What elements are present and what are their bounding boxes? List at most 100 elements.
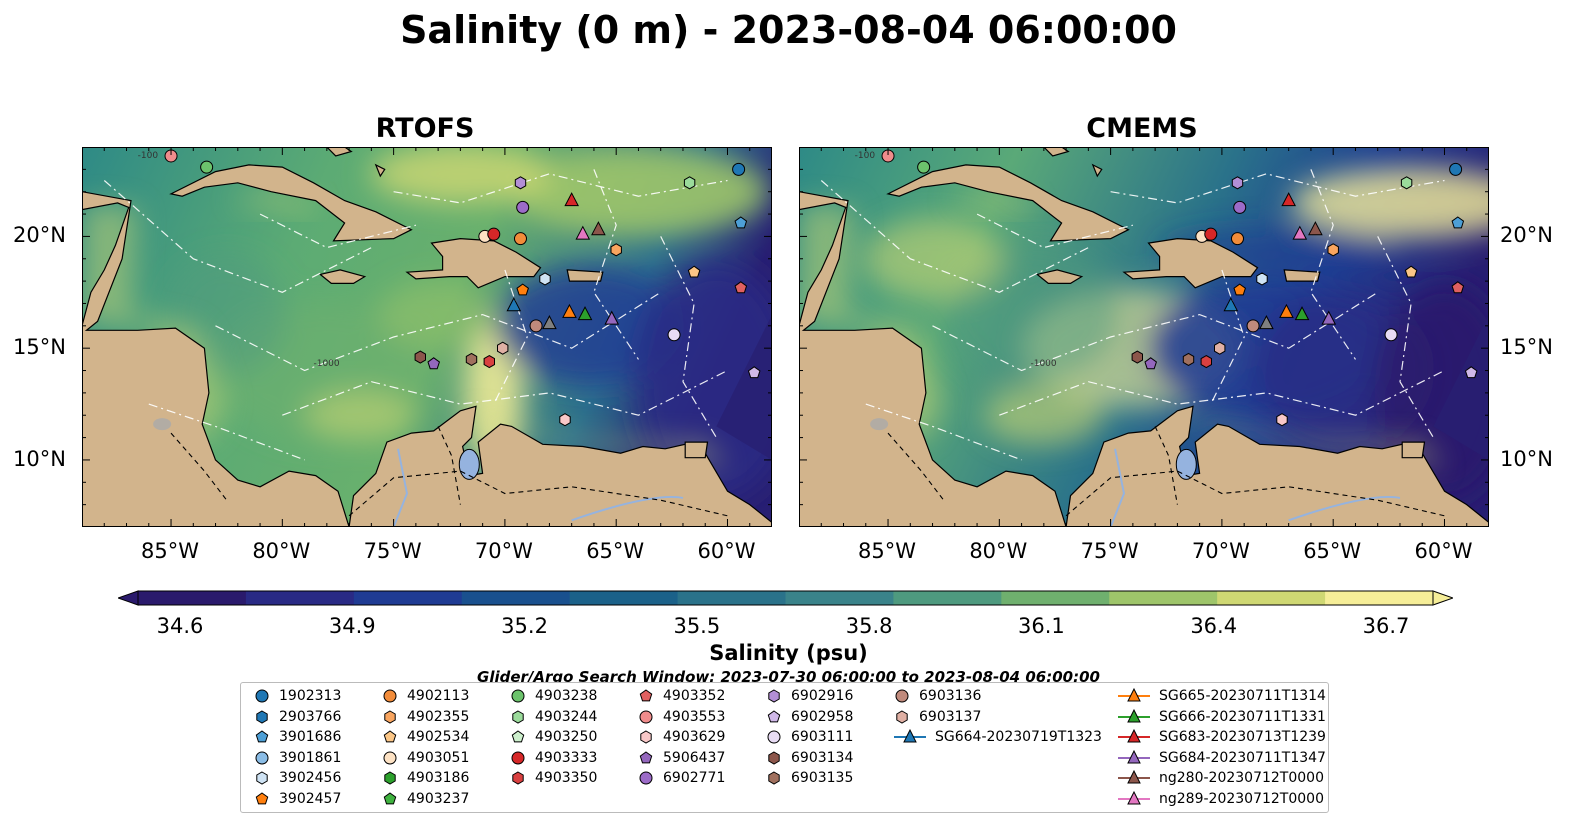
legend-label: ng289-20230712T0000	[1159, 791, 1324, 807]
marker-ng280-20230712T0000	[591, 221, 606, 236]
legend-label: 4902355	[407, 708, 470, 725]
legend-marker	[383, 730, 397, 743]
colorbar-segment	[353, 591, 463, 605]
legend-item: 1902313	[253, 686, 341, 706]
legend-label: ng280-20230712T0000	[1159, 770, 1324, 787]
legend-swatch	[768, 771, 780, 785]
lon-tick-label: 70°W	[474, 539, 533, 563]
eez-line	[660, 236, 717, 438]
lake-maracaibo	[458, 448, 480, 480]
salinity-features	[166, 147, 772, 502]
legend-label: 6902916	[791, 688, 854, 704]
border-line	[1065, 470, 1445, 517]
colorbar-segment	[677, 591, 787, 605]
salinity-patch	[370, 147, 551, 204]
border-line	[348, 470, 728, 517]
legend-swatch	[256, 710, 268, 724]
legend-swatch	[256, 771, 268, 785]
salinity-patch	[983, 385, 1104, 446]
salinity-patch	[494, 265, 685, 386]
legend-label: 4902534	[407, 729, 470, 746]
land-puerto-rico	[1283, 269, 1321, 282]
lon-tick-label: 60°W	[697, 539, 756, 563]
legend-swatch	[768, 689, 780, 703]
legend-swatch	[767, 709, 781, 722]
eez-line	[148, 403, 305, 461]
panel-title-rtofs: RTOFS	[375, 113, 475, 144]
eez-line	[1310, 169, 1356, 360]
legend-label: SG666-20230711T1331	[1159, 708, 1326, 725]
legend-label: 4903333	[535, 749, 598, 766]
legend-item: 4902113	[381, 686, 469, 706]
legend-marker	[1127, 708, 1141, 723]
eez-line	[493, 269, 528, 405]
marker-6903134	[414, 350, 426, 364]
legend-label: 1902313	[279, 688, 342, 704]
eez-line	[1377, 236, 1434, 438]
legend-marker	[1127, 749, 1141, 764]
marker-6903137	[1214, 341, 1226, 355]
legend-swatch	[383, 751, 397, 765]
legend-item: 6902916	[765, 686, 853, 706]
legend-marker	[640, 730, 652, 744]
legend-marker	[512, 771, 524, 785]
map-panel-cmems: -100 -1000	[799, 147, 1489, 527]
marker-6903135	[465, 352, 478, 366]
eez-line	[976, 213, 1134, 249]
marker-3902457	[1233, 283, 1246, 296]
marker-6903136	[1246, 319, 1260, 333]
lake-nicaragua	[870, 418, 889, 431]
legend-item: 6903137	[893, 707, 981, 727]
legend-item: 5906437	[637, 748, 725, 768]
land-cuba	[169, 164, 413, 242]
legend-swatch	[255, 689, 269, 703]
eez-line	[593, 169, 639, 360]
colorbar-segment	[1109, 591, 1218, 605]
marker-SG665-20230711T1314	[1279, 303, 1294, 318]
colorbar-tick-label: 36.1	[1018, 614, 1065, 638]
land-jamaica	[318, 269, 367, 284]
marker-6903135	[1182, 352, 1195, 366]
legend-marker	[639, 689, 653, 702]
marker-5906437	[1144, 357, 1157, 370]
legend-item: 4903333	[509, 748, 597, 768]
eez-line	[932, 291, 1379, 372]
legend-item: 4903553	[637, 707, 725, 727]
legend-marker	[256, 710, 268, 724]
contour-label: -1000	[1030, 359, 1056, 369]
marker-ng427-20230711T0000	[542, 315, 557, 330]
legend-item: 6903134	[765, 748, 853, 768]
legend-label: 4903237	[407, 791, 470, 807]
colorbar-segment	[569, 591, 679, 605]
legend-swatch	[383, 689, 397, 703]
colorbar-tick-label: 35.2	[501, 614, 548, 638]
legend-marker	[255, 689, 269, 703]
river	[1288, 495, 1401, 522]
legend-swatch	[639, 751, 653, 764]
marker-6902771	[516, 200, 530, 214]
lon-tick-label: 60°W	[1414, 539, 1473, 563]
marker-4902534	[687, 265, 701, 278]
map-panel-rtofs: -100 -1000	[82, 147, 772, 527]
land-bahamas-a	[325, 147, 353, 157]
colorbar-segment	[1217, 591, 1326, 605]
lon-tick-label: 65°W	[586, 539, 645, 563]
legend-label: 4903629	[663, 729, 726, 746]
legend-item: 3902457	[253, 789, 341, 809]
legend-item: 4903250	[509, 727, 597, 747]
land-puerto-rico	[566, 269, 604, 282]
panel-title-cmems: CMEMS	[1086, 113, 1198, 144]
land-bahamas-b	[1091, 163, 1103, 178]
legend-label: 6903134	[791, 749, 854, 766]
colorbar	[118, 590, 1453, 606]
legend-item: SG683-20230713T1239	[1117, 727, 1326, 747]
legend-marker	[512, 710, 524, 724]
marker-SG684-20230711T1347	[1321, 310, 1337, 325]
marker-6903134	[1131, 350, 1143, 364]
colorbar-tick-label: 36.4	[1190, 614, 1238, 638]
legend-item: 6902771	[637, 768, 725, 788]
legend-swatch	[255, 751, 269, 765]
lon-tick-label: 75°W	[1080, 539, 1139, 563]
legend-marker	[511, 751, 525, 765]
legend-swatch	[639, 771, 653, 785]
